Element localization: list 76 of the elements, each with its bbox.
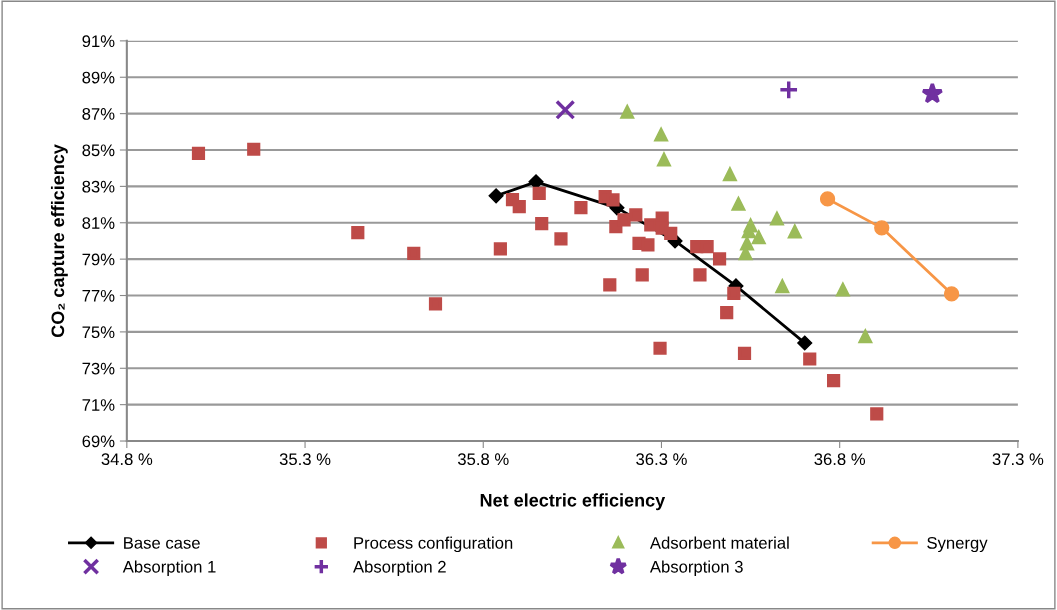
point [617,213,631,227]
point [803,352,817,366]
y-tick-label: 89% [82,71,115,84]
point [693,268,707,282]
point [407,246,421,260]
point [819,191,836,207]
point [654,128,668,142]
x-tick-label: 37.3 % [992,453,1044,466]
point [700,239,714,254]
y-tick-label: 81% [82,217,115,229]
y-tick-label: 71% [82,399,115,411]
y-tick-label: 73% [82,362,115,375]
point [606,193,620,207]
y-tick-label: 85% [82,144,115,157]
point [428,297,443,311]
point [351,225,365,240]
point [874,220,890,236]
point [493,242,507,256]
point [574,201,588,215]
point [836,283,850,297]
point [629,208,643,222]
point [737,346,752,360]
point [191,146,206,160]
legend-label: Absorption 1 [122,560,216,576]
point [858,330,872,344]
y-axis-title: CO₂ capture efficiency [50,144,68,338]
legend-label: Absorption 3 [649,560,743,576]
point [641,238,655,252]
point [644,218,658,232]
legend-label: Absorption 2 [353,560,446,576]
point [554,232,568,246]
point [619,103,635,119]
point [720,306,734,320]
y-tick-label: 91% [82,35,115,48]
point [752,231,766,245]
legend-label: Process configuration [354,536,513,553]
point [943,286,960,302]
legend-label: Base case [124,537,200,549]
x-tick-label: 35.3 % [279,453,331,466]
y-tick-label: 69% [82,435,115,448]
point [657,153,671,167]
point [788,225,802,239]
x-tick-label: 34.8 % [101,453,153,466]
point [921,82,944,104]
point [775,280,789,294]
point [722,165,738,182]
legend-label: Adsorbent material [649,536,789,549]
point [532,186,546,200]
y-tick-label: 79% [82,253,115,266]
point [488,188,504,204]
point [770,212,784,226]
y-tick-label: 83% [82,180,115,193]
point [727,286,741,300]
point [603,278,617,292]
legend-label: Synergy [927,536,988,553]
point [740,237,754,251]
point [712,252,727,266]
point [778,79,799,100]
point [730,195,746,211]
point [653,341,667,355]
point [555,99,576,120]
x-tick-label: 36.8 % [814,453,866,466]
point [247,142,261,156]
x-tick-label: 35.8 % [457,453,509,466]
y-tick-label: 87% [82,108,115,120]
x-axis-title: Net electric efficiency [480,493,666,511]
point [797,335,813,351]
y-tick-label: 77% [82,289,115,302]
point [512,199,526,214]
x-tick-label: 36.3 % [636,453,687,466]
point [635,268,649,282]
point [827,374,841,388]
point [664,226,678,240]
y-tick-label: 75% [82,326,115,339]
point [535,217,549,231]
point [870,407,884,421]
